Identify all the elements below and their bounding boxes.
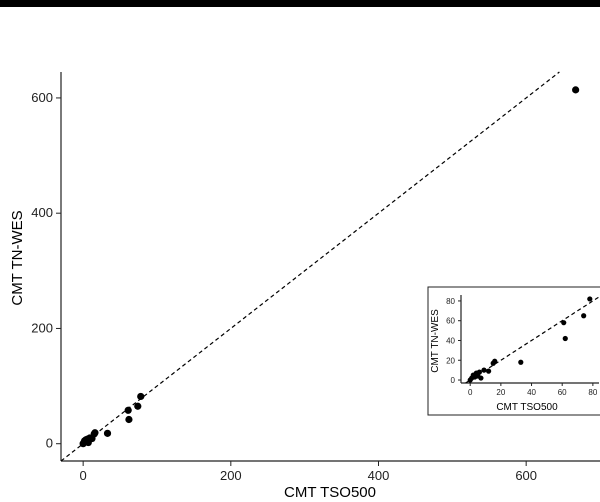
data-point xyxy=(134,402,142,410)
inset-y-tick-label: 40 xyxy=(446,336,455,345)
x-tick-label: 600 xyxy=(515,468,537,483)
inset-y-tick-label: 0 xyxy=(451,376,456,385)
x-tick-label: 400 xyxy=(368,468,390,483)
inset-data-point xyxy=(561,320,567,326)
y-tick-label: 400 xyxy=(31,205,53,220)
y-axis-title: CMT TN-WES xyxy=(9,210,26,305)
inset-data-point xyxy=(492,358,498,364)
inset-x-axis-title: CMT TSO500 xyxy=(496,402,558,413)
inset-data-point xyxy=(518,359,524,365)
data-point xyxy=(125,415,133,424)
inset-x-tick-label: 20 xyxy=(496,388,505,397)
inset-identity-reference-line xyxy=(465,296,600,384)
data-point xyxy=(91,429,99,437)
inset-plot: CMT TSO500 CMT TN-WES 0 20 40 60 80 0 20 40 60 80 xyxy=(427,286,600,416)
y-tick-label: 0 xyxy=(46,436,53,451)
data-point xyxy=(124,406,132,414)
top-border-bar xyxy=(0,0,600,7)
data-point xyxy=(572,86,580,94)
x-axis-title: CMT TSO500 xyxy=(284,484,376,501)
inset-x-tick-label: 0 xyxy=(468,388,473,397)
x-tick-label: 0 xyxy=(80,468,87,483)
inset-x-tick-label: 40 xyxy=(527,388,536,397)
inset-data-point xyxy=(478,375,484,381)
inset-x-tick-label: 60 xyxy=(558,388,567,397)
inset-y-tick-label: 60 xyxy=(446,317,455,326)
data-point xyxy=(103,429,112,437)
x-tick-label: 200 xyxy=(220,468,242,483)
inset-data-point xyxy=(481,367,487,373)
y-tick-label: 600 xyxy=(31,90,53,105)
inset-data-point xyxy=(562,335,568,342)
inset-y-tick-label: 80 xyxy=(446,297,455,306)
inset-y-axis-title: CMT TN-WES xyxy=(430,309,441,373)
inset-data-point xyxy=(476,369,482,375)
inset-data-point xyxy=(587,296,593,302)
data-point xyxy=(137,392,145,401)
main-plot: CMT TSO500 CMT TN-WES 0 200 400 60002004006… xyxy=(9,71,600,501)
inset-frame xyxy=(427,286,600,416)
inset-data-point xyxy=(581,313,587,319)
y-tick-label: 200 xyxy=(31,320,53,335)
inset-x-tick-label: 80 xyxy=(588,388,597,397)
inset-y-tick-label: 20 xyxy=(446,356,455,365)
inset-data-point xyxy=(486,368,492,374)
